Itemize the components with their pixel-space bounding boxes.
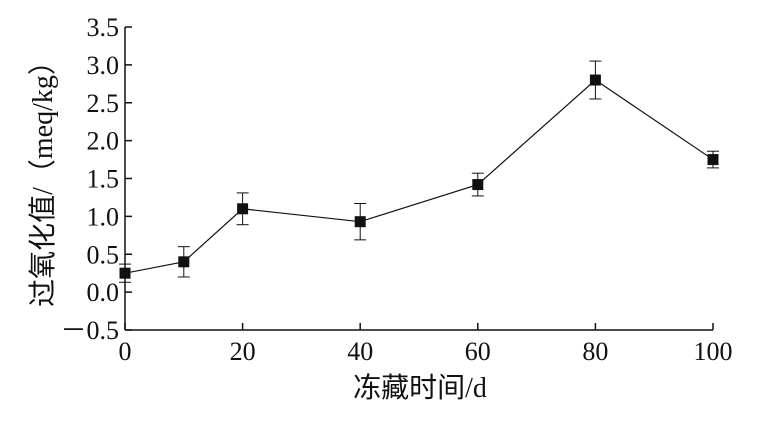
data-markers <box>119 74 719 279</box>
data-point-square <box>707 154 719 166</box>
data-point-square <box>354 216 366 228</box>
axes <box>124 27 713 331</box>
y-tick-label: 2.0 <box>87 127 120 156</box>
x-tick-label: 80 <box>582 337 608 366</box>
y-tick-label: 1.0 <box>87 202 120 231</box>
x-tick-label: 40 <box>347 337 373 366</box>
y-tick-label: 1.5 <box>87 165 120 194</box>
x-ticks: 0 20 40 60 80 100 <box>119 323 733 366</box>
data-point-square <box>472 179 484 191</box>
x-tick-label: 100 <box>694 337 733 366</box>
y-tick-label: 3.5 <box>87 13 120 42</box>
y-axis-title: 过氧化值/（meq/kg） <box>27 47 59 307</box>
y-tick-label: 0.0 <box>87 278 120 307</box>
data-point-square <box>589 74 601 86</box>
data-point-square <box>178 256 190 268</box>
data-point-square <box>237 203 249 215</box>
x-tick-label: 20 <box>230 337 256 366</box>
error-bars <box>119 60 719 283</box>
x-tick-label: 0 <box>119 337 132 366</box>
y-tick-label: －0.5 <box>60 316 119 345</box>
x-axis-title: 冻藏时间/d <box>353 372 487 404</box>
x-tick-label: 60 <box>465 337 491 366</box>
series-line-group <box>124 79 714 274</box>
y-ticks: －0.5 0.0 0.5 1.0 1.5 2.0 2.5 3.0 3.5 <box>60 13 132 345</box>
y-tick-label: 2.5 <box>87 89 120 118</box>
series-line <box>124 79 714 274</box>
y-tick-label: 3.0 <box>87 51 120 80</box>
data-point-square <box>119 267 131 279</box>
y-tick-label: 0.5 <box>87 240 120 269</box>
